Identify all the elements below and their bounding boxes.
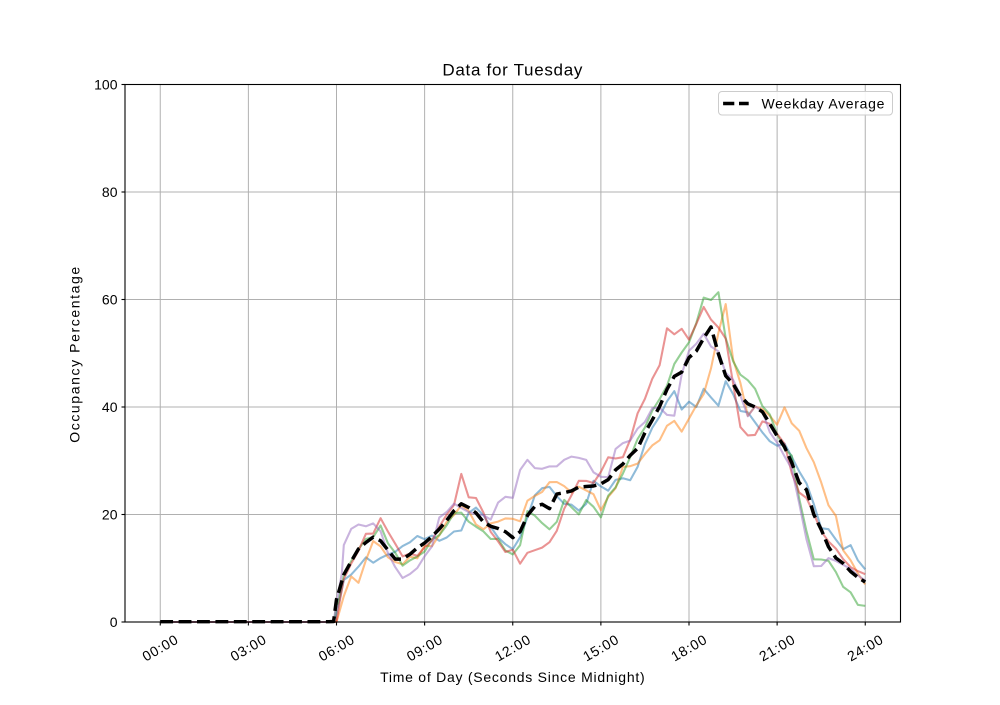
svg-text:Weekday Average: Weekday Average — [762, 96, 886, 112]
svg-text:0: 0 — [110, 614, 118, 630]
svg-text:20: 20 — [102, 507, 118, 523]
svg-text:60: 60 — [102, 292, 118, 308]
svg-text:Occupancy Percentage: Occupancy Percentage — [67, 265, 83, 443]
svg-text:Time of Day (Seconds Since Mid: Time of Day (Seconds Since Midnight) — [380, 669, 645, 685]
svg-text:100: 100 — [94, 77, 118, 93]
svg-text:80: 80 — [102, 184, 118, 200]
svg-text:Data for Tuesday: Data for Tuesday — [442, 61, 583, 80]
svg-text:40: 40 — [102, 399, 118, 415]
